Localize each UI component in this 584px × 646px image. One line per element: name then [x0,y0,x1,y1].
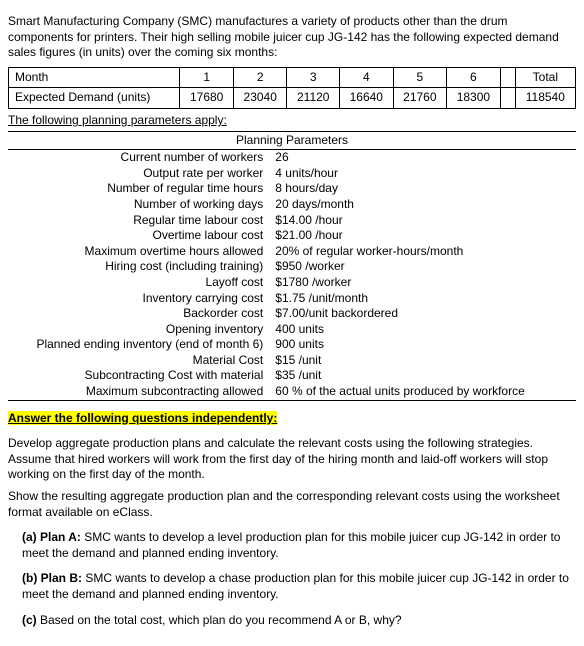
plan-a-label: (a) Plan A: [22,530,81,544]
param-name: Regular time labour cost [8,213,269,229]
param-name: Maximum overtime hours allowed [8,244,269,260]
month-cell: 3 [287,67,340,88]
param-name: Output rate per worker [8,166,269,182]
param-name: Opening inventory [8,322,269,338]
param-name: Backorder cost [8,306,269,322]
param-name: Inventory carrying cost [8,291,269,307]
param-value: 8 hours/day [269,181,576,197]
month-row-label: Month [9,67,180,88]
plan-c-label: (c) [22,613,37,627]
param-name: Overtime labour cost [8,228,269,244]
month-cell: 5 [393,67,447,88]
param-name: Subcontracting Cost with material [8,368,269,384]
intro-paragraph: Smart Manufacturing Company (SMC) manufa… [8,14,576,61]
param-value: 60 % of the actual units produced by wor… [269,384,576,400]
total-label-cell: Total [515,67,575,88]
param-name: Current number of workers [8,150,269,166]
param-value: $21.00 /hour [269,228,576,244]
month-cell: 4 [340,67,394,88]
param-name: Maximum subcontracting allowed [8,384,269,400]
answer-heading: Answer the following questions independe… [8,411,277,425]
param-value: $14.00 /hour [269,213,576,229]
param-name: Number of regular time hours [8,181,269,197]
param-value: 4 units/hour [269,166,576,182]
total-value-cell: 118540 [515,88,575,109]
demand-cell: 18300 [447,88,501,109]
instructions-paragraph-1: Develop aggregate production plans and c… [8,436,576,483]
params-table: Current number of workers26Output rate p… [8,150,576,401]
demand-cell: 17680 [180,88,234,109]
plan-c: (c) Based on the total cost, which plan … [22,613,576,629]
param-value: $1.75 /unit/month [269,291,576,307]
month-cell: 2 [233,67,287,88]
param-value: $1780 /worker [269,275,576,291]
month-cell: 6 [447,67,501,88]
month-cell [500,67,515,88]
param-value: $15 /unit [269,353,576,369]
plan-a-text: SMC wants to develop a level production … [22,530,560,560]
demand-cell: 21760 [393,88,447,109]
instructions-paragraph-2: Show the resulting aggregate production … [8,489,576,520]
plan-c-text: Based on the total cost, which plan do y… [37,613,402,627]
param-value: $7.00/unit backordered [269,306,576,322]
demand-cell: 23040 [233,88,287,109]
demand-cell: 16640 [340,88,394,109]
param-value: $950 /worker [269,259,576,275]
param-name: Hiring cost (including training) [8,259,269,275]
plan-a: (a) Plan A: SMC wants to develop a level… [22,530,576,561]
param-value: 900 units [269,337,576,353]
param-value: 26 [269,150,576,166]
param-name: Material Cost [8,353,269,369]
param-value: 20% of regular worker-hours/month [269,244,576,260]
month-cell: 1 [180,67,234,88]
demand-table: Month 1 2 3 4 5 6 Total Expected Demand … [8,67,576,109]
param-name: Planned ending inventory (end of month 6… [8,337,269,353]
plan-b-label: (b) Plan B: [22,571,82,585]
params-intro: The following planning parameters apply: [8,113,227,129]
plan-b: (b) Plan B: SMC wants to develop a chase… [22,571,576,602]
demand-row-label: Expected Demand (units) [9,88,180,109]
demand-cell [500,88,515,109]
param-name: Number of working days [8,197,269,213]
demand-cell: 21120 [287,88,340,109]
param-value: 20 days/month [269,197,576,213]
param-value: $35 /unit [269,368,576,384]
param-value: 400 units [269,322,576,338]
param-name: Layoff cost [8,275,269,291]
plan-b-text: SMC wants to develop a chase production … [22,571,569,601]
params-heading: Planning Parameters [8,131,576,151]
